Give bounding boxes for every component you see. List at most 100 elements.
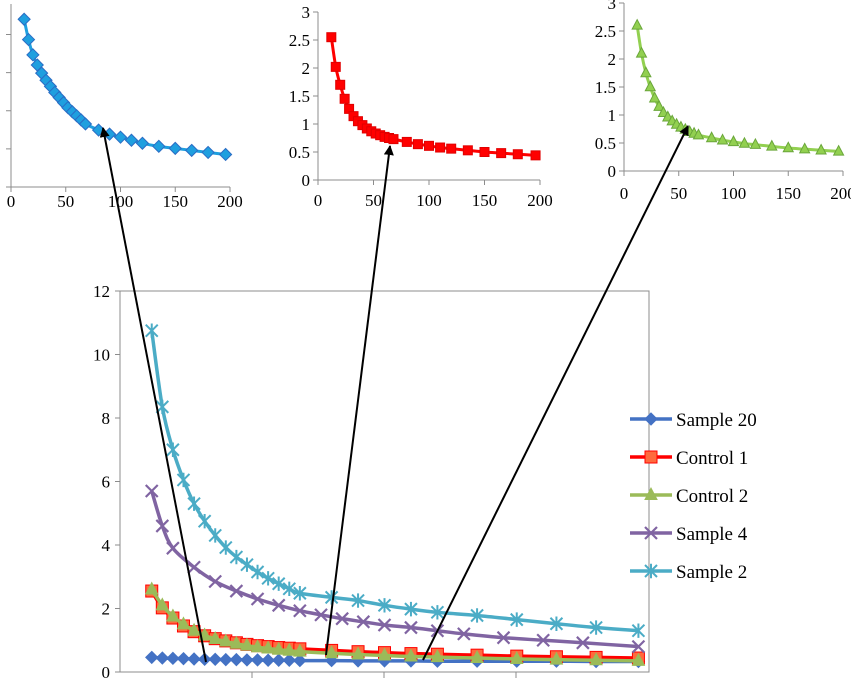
data-point [144, 484, 159, 498]
data-point [293, 603, 307, 618]
data-point [549, 651, 564, 665]
data-point [176, 472, 191, 488]
data-point [124, 133, 139, 147]
data-point [201, 145, 215, 160]
y-tick-label: 0.5 [595, 134, 616, 153]
data-point [229, 652, 244, 667]
x-tick-label: 100 [721, 184, 747, 203]
data-point [512, 149, 523, 160]
y-tick-label: 2.5 [289, 31, 310, 50]
data-point [798, 142, 811, 154]
data-point [229, 549, 244, 565]
data-point [113, 130, 128, 144]
data-point [184, 143, 199, 158]
y-tick-label: 0 [608, 162, 617, 181]
data-point [271, 598, 286, 613]
x-tick-label: 0 [7, 192, 16, 211]
series-inset-control-2 [631, 18, 845, 156]
y-tick-label: 1.5 [289, 87, 310, 106]
data-point [738, 136, 751, 148]
y-tick-label: 12 [93, 282, 110, 301]
data-point [335, 611, 349, 626]
data-point [404, 601, 418, 617]
y-tick-label: 0 [102, 663, 111, 678]
callout-arrows [99, 125, 689, 663]
data-point [705, 131, 718, 143]
data-point [430, 649, 445, 663]
data-point [326, 32, 337, 43]
data-point [470, 650, 484, 664]
y-tick-label: 6 [102, 473, 111, 492]
data-point [78, 117, 93, 131]
x-tick-label: 50 [57, 192, 74, 211]
data-point [631, 623, 646, 638]
data-point [282, 642, 297, 656]
data-point [782, 141, 795, 153]
callout-arrow [99, 127, 207, 663]
legend-label: Sample 2 [676, 562, 747, 583]
data-point [335, 79, 346, 90]
data-point [446, 143, 457, 154]
data-point [424, 140, 434, 151]
data-point [589, 652, 603, 666]
data-point [240, 637, 254, 651]
data-point [155, 519, 170, 533]
data-point [145, 650, 159, 665]
legend-item: Control 1 [630, 448, 748, 469]
series-line [635, 25, 839, 153]
legend-swatch-marker [644, 563, 658, 579]
data-point [152, 139, 166, 154]
data-point [250, 639, 265, 653]
data-point [293, 653, 307, 668]
y-tick-label: 10 [93, 346, 110, 365]
data-point [187, 560, 201, 575]
data-point [324, 645, 339, 659]
legend: Sample 20 Control 1 Control 2 Sample 4 Sampl… [630, 410, 757, 583]
data-point [635, 46, 648, 58]
data-point [640, 66, 652, 78]
legend-swatch-marker [644, 526, 658, 540]
data-point [261, 653, 275, 667]
y-tick-label: 0 [302, 171, 311, 190]
data-point [377, 647, 392, 661]
data-point [229, 584, 244, 598]
data-point [435, 142, 446, 153]
data-point [412, 139, 423, 150]
data-point [168, 141, 182, 156]
x-tick-label: 150 [163, 192, 189, 211]
data-point [377, 618, 392, 632]
data-point [176, 651, 191, 666]
legend-swatch-marker [644, 487, 658, 500]
data-point [330, 61, 341, 72]
data-point [187, 652, 201, 666]
data-point [765, 139, 778, 151]
data-point [631, 18, 643, 30]
data-point [208, 631, 223, 644]
series-line [329, 36, 536, 157]
data-point [218, 633, 233, 647]
data-point [166, 608, 180, 622]
data-point [496, 630, 511, 645]
data-point [510, 612, 524, 627]
x-tick-label: 100 [108, 192, 134, 211]
inset-chart-control-2: 0 0.5 1 1.5 2 2.5 3 0 50 100 150 200 [595, 0, 851, 203]
data-point [496, 148, 507, 159]
x-tick-label: 0 [314, 191, 323, 210]
data-point [144, 581, 159, 595]
data-point [631, 652, 646, 666]
data-point [197, 513, 212, 529]
x-tick-label: 150 [776, 184, 802, 203]
data-point [576, 636, 590, 650]
data-point [815, 143, 827, 155]
legend-swatch-marker [644, 412, 658, 426]
y-tick-label: 1 [608, 106, 617, 125]
data-point [187, 622, 201, 636]
data-point [240, 557, 254, 572]
x-tick-label: 150 [472, 191, 498, 210]
y-tick-label: 0.5 [289, 143, 310, 162]
data-point [727, 135, 740, 147]
x-tick-label: 50 [365, 191, 382, 210]
data-point [351, 646, 365, 660]
legend-item: Sample 2 [630, 562, 747, 583]
